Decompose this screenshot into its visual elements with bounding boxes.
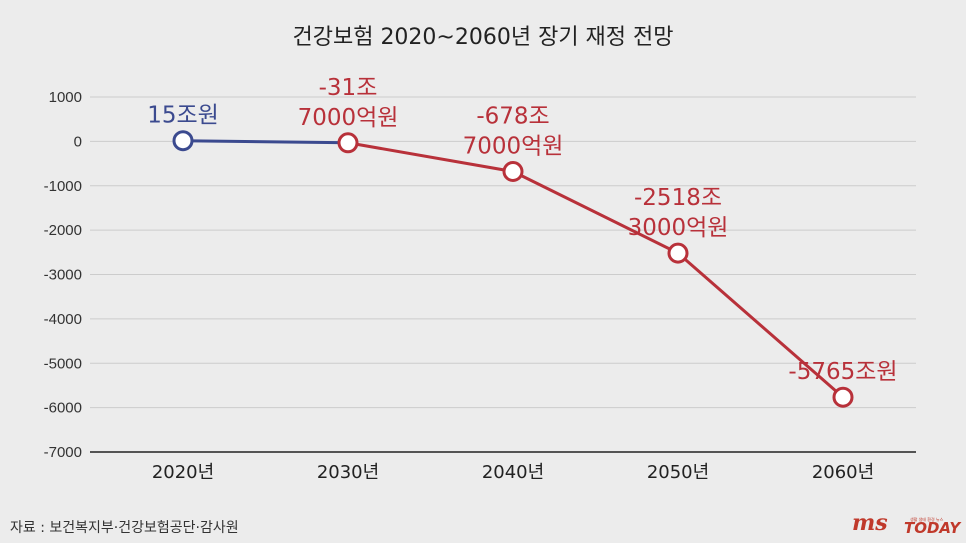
line-segment (677, 251, 844, 399)
line-segment (347, 141, 514, 173)
data-point (337, 132, 359, 154)
data-label: -678조 7000억원 (463, 103, 564, 159)
line-segment (182, 139, 349, 145)
data-point (667, 242, 689, 264)
x-tick-label: 2020년 (152, 462, 214, 483)
y-tick-label: -4000 (44, 311, 82, 328)
chart-title: 건강보험 2020~2060년 장기 재정 전망 (292, 25, 673, 50)
logo: ms 생활 생태 환경 뉴스 TODAY (852, 510, 962, 537)
y-tick-label: -7000 (44, 444, 82, 461)
x-tick-label: 2050년 (647, 462, 709, 483)
y-axis-tick-labels: 1000 0 -1000 -2000 -3000 -4000 -5000 -6000 -7000 (44, 89, 82, 461)
data-label: -5765조원 (788, 359, 897, 385)
logo-tagline: 생활 생태 환경 뉴스 (910, 516, 944, 522)
data-point (502, 160, 524, 182)
series-line (182, 139, 844, 399)
y-tick-label: -5000 (44, 355, 82, 372)
y-tick-label: -1000 (44, 178, 82, 195)
data-label: -31조 7000억원 (298, 75, 399, 131)
y-tick-label: 0 (74, 133, 82, 150)
x-tick-label: 2030년 (317, 462, 379, 483)
y-tick-label: -6000 (44, 400, 82, 417)
x-tick-label: 2060년 (812, 462, 874, 483)
source-note: 자료 : 보건복지부·건강보험공단·감사원 (10, 520, 239, 536)
y-tick-label: 1000 (49, 89, 82, 106)
y-tick-label: -3000 (44, 267, 82, 284)
data-labels: 15조원 -31조 7000억원 -678조 7000억원 -2518조 3000억원 -57… (147, 75, 897, 385)
data-point (172, 130, 194, 152)
logo-sub-text: TODAY (904, 519, 962, 537)
data-point (832, 386, 854, 408)
data-label: 15조원 (147, 103, 219, 129)
y-tick-label: -2000 (44, 222, 82, 239)
logo-main-text: ms (852, 510, 888, 536)
x-axis-tick-labels: 2020년 2030년 2040년 2050년 2060년 (152, 462, 874, 483)
data-label: -2518조 3000억원 (628, 185, 729, 241)
line-segment (512, 170, 679, 255)
x-tick-label: 2040년 (482, 462, 544, 483)
data-points (172, 130, 854, 408)
